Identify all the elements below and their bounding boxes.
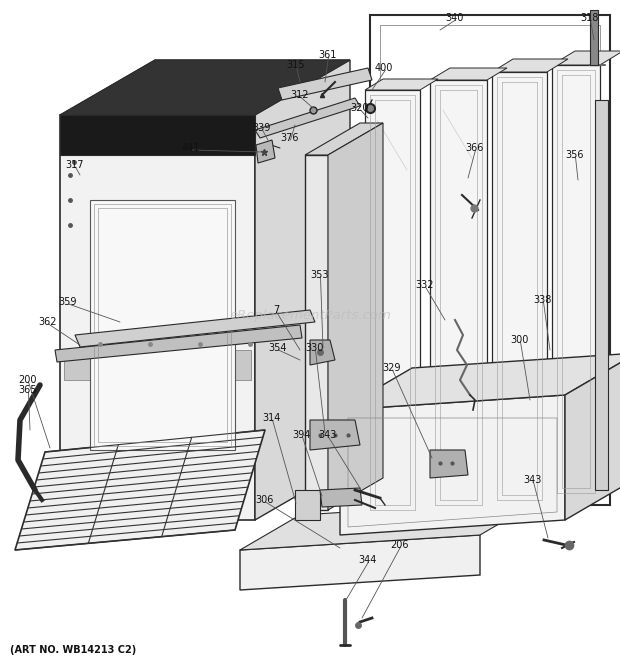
Text: 353: 353 — [310, 270, 329, 280]
Text: 7: 7 — [273, 305, 279, 315]
Text: 394: 394 — [292, 430, 311, 440]
Polygon shape — [64, 350, 251, 380]
Polygon shape — [492, 72, 547, 505]
Text: 330: 330 — [305, 343, 324, 353]
Text: 300: 300 — [510, 335, 528, 345]
Text: 366: 366 — [465, 143, 484, 153]
Polygon shape — [328, 123, 383, 510]
Text: 340: 340 — [445, 13, 463, 23]
Text: 359: 359 — [58, 297, 76, 307]
Text: 312: 312 — [290, 90, 309, 100]
Text: 343: 343 — [523, 475, 541, 485]
Text: eReplacementParts.com: eReplacementParts.com — [229, 309, 391, 321]
Polygon shape — [90, 200, 235, 450]
Polygon shape — [60, 60, 350, 115]
Text: 338: 338 — [533, 295, 551, 305]
Text: 376: 376 — [280, 133, 298, 143]
Text: 306: 306 — [255, 495, 273, 505]
Polygon shape — [256, 140, 275, 163]
Polygon shape — [365, 90, 420, 515]
Polygon shape — [340, 353, 620, 410]
Polygon shape — [565, 353, 620, 520]
Polygon shape — [310, 420, 360, 450]
Text: 361: 361 — [318, 50, 337, 60]
Polygon shape — [430, 450, 468, 478]
Text: 200: 200 — [18, 375, 37, 385]
Text: 329: 329 — [382, 363, 401, 373]
Polygon shape — [310, 340, 335, 365]
Polygon shape — [430, 80, 487, 510]
Polygon shape — [552, 51, 620, 65]
Polygon shape — [240, 500, 540, 550]
Polygon shape — [278, 68, 372, 100]
Text: 314: 314 — [262, 413, 280, 423]
Text: (ART NO. WB14213 C2): (ART NO. WB14213 C2) — [10, 645, 136, 655]
Polygon shape — [295, 490, 320, 520]
Text: 332: 332 — [415, 280, 433, 290]
Polygon shape — [240, 535, 480, 590]
Polygon shape — [430, 68, 507, 80]
Polygon shape — [55, 325, 302, 362]
Text: 343: 343 — [318, 430, 337, 440]
Polygon shape — [552, 65, 600, 498]
Polygon shape — [255, 60, 350, 520]
Text: 339: 339 — [252, 123, 270, 133]
Text: 317: 317 — [65, 160, 84, 170]
Polygon shape — [15, 430, 265, 550]
Text: 362: 362 — [38, 317, 56, 327]
Polygon shape — [60, 60, 350, 115]
Polygon shape — [60, 115, 255, 520]
Polygon shape — [75, 310, 315, 347]
Polygon shape — [595, 100, 608, 490]
Polygon shape — [60, 115, 255, 155]
Text: 354: 354 — [268, 343, 286, 353]
Text: 356: 356 — [565, 150, 583, 160]
Text: 365: 365 — [18, 385, 37, 395]
Polygon shape — [590, 10, 598, 65]
Polygon shape — [305, 155, 328, 510]
Polygon shape — [340, 395, 565, 535]
Text: 315: 315 — [286, 60, 304, 70]
Polygon shape — [492, 59, 568, 72]
Text: 441: 441 — [182, 143, 200, 153]
Text: 206: 206 — [390, 540, 409, 550]
Text: 318: 318 — [580, 13, 598, 23]
Polygon shape — [320, 488, 362, 507]
Text: 344: 344 — [358, 555, 376, 565]
Text: 400: 400 — [375, 63, 393, 73]
Polygon shape — [305, 123, 383, 155]
Text: 320: 320 — [350, 103, 368, 113]
Polygon shape — [255, 98, 360, 138]
Polygon shape — [365, 79, 438, 90]
